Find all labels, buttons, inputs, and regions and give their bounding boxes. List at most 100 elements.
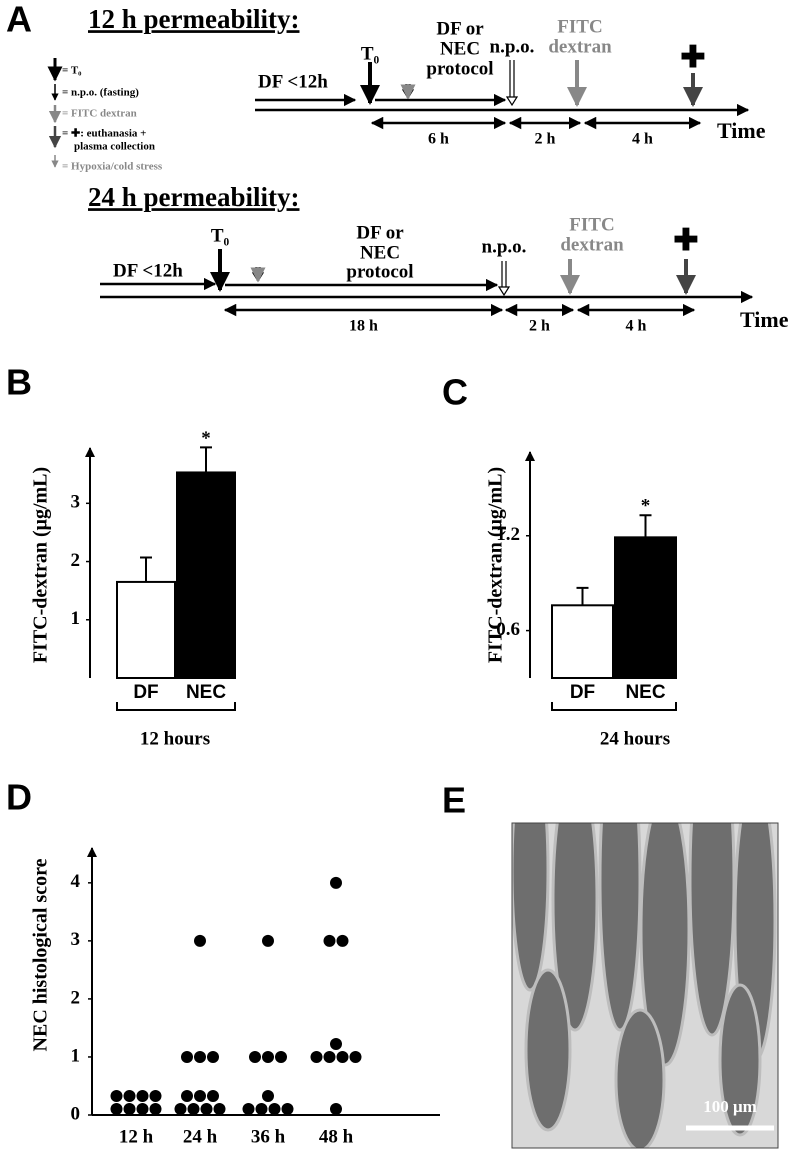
label: n.p.o. (482, 236, 527, 257)
label: B (6, 362, 32, 403)
label: 6 h (428, 131, 449, 148)
label: T₀ (211, 225, 230, 246)
dot (149, 1103, 162, 1115)
label: protocol (426, 58, 493, 79)
label: 4 h (626, 318, 647, 335)
dot (281, 1103, 294, 1115)
dot (181, 1090, 193, 1102)
dot (323, 1050, 336, 1063)
label: 12 h permeability: (88, 4, 299, 34)
dot (194, 934, 206, 947)
error-bar (140, 556, 152, 582)
label: 24 hours (600, 728, 670, 749)
dot (255, 1103, 268, 1115)
villus (598, 823, 642, 1032)
dot (123, 1103, 136, 1115)
label: 4 (71, 871, 81, 892)
dot (262, 1050, 274, 1063)
label: 1 (71, 608, 81, 629)
dot (268, 1103, 281, 1115)
error-bar (576, 586, 589, 606)
label: NEC (440, 38, 480, 59)
dot (310, 1050, 323, 1063)
label: dextran (560, 234, 624, 255)
label: NEC (360, 242, 400, 263)
micrograph (512, 823, 778, 1148)
dot (207, 1050, 219, 1063)
label: 4 h (632, 131, 653, 148)
npo-arrow (497, 261, 511, 297)
dot (330, 1037, 342, 1050)
micrograph-frame (511, 822, 779, 1149)
dot (249, 1050, 261, 1063)
dot (242, 1103, 255, 1115)
label: 1 (71, 1045, 81, 1066)
label: 100 μm (703, 1097, 757, 1116)
label: = FITC dextran (62, 108, 137, 120)
dot (110, 1103, 123, 1115)
label: = ✚: euthanasia + (62, 128, 146, 140)
label: Time (740, 307, 788, 332)
label: 12 hours (140, 728, 210, 749)
villus (512, 823, 550, 992)
dot (187, 1103, 200, 1115)
error-bar (200, 446, 212, 473)
label: NEC histological score (30, 858, 52, 1051)
label: DF (133, 682, 158, 703)
label: 2 h (529, 318, 550, 335)
label: = T₀ (62, 65, 82, 77)
label: FITC-dextran (μg/mL) (30, 467, 52, 663)
bracket (551, 702, 677, 711)
npo-arrow (505, 60, 519, 107)
dot (336, 934, 349, 947)
dot (207, 1090, 219, 1102)
label: 48 h (319, 1126, 354, 1147)
dot (174, 1103, 187, 1115)
dot (323, 934, 336, 947)
dot (336, 1050, 349, 1063)
label: 3 (71, 492, 81, 513)
label: 18 h (349, 318, 378, 335)
label: DF or (436, 18, 484, 39)
label: NEC (186, 682, 226, 703)
label: 1.2 (496, 524, 520, 545)
dot (275, 1050, 287, 1063)
label: * (201, 428, 211, 449)
dot (149, 1090, 162, 1102)
dot (330, 1103, 342, 1115)
label: 0.6 (496, 619, 520, 640)
label: protocol (346, 261, 413, 282)
label: FITC (569, 214, 614, 235)
label: 0 (71, 1103, 81, 1124)
villus (718, 983, 762, 1137)
label: A (6, 0, 32, 40)
villus (614, 1008, 666, 1148)
villus (639, 823, 691, 1067)
villus (551, 823, 599, 1032)
dot (136, 1090, 149, 1102)
dot (194, 1090, 206, 1102)
label: D (6, 777, 32, 818)
label: ✚ (680, 41, 705, 74)
dot (181, 1050, 193, 1063)
label: 2 (71, 550, 81, 571)
dot (262, 934, 274, 947)
villus (688, 823, 736, 1037)
bar (176, 471, 236, 679)
dot (262, 1090, 274, 1102)
label: FITC-dextran (μg/mL) (485, 467, 507, 663)
error-bar (639, 514, 652, 538)
label: n.p.o. (490, 36, 535, 57)
label: 24 h permeability: (88, 182, 299, 212)
label: DF <12h (113, 260, 183, 281)
label: T₀ (361, 43, 380, 64)
label: 3 (71, 929, 81, 950)
bar (116, 580, 176, 680)
label: E (442, 780, 466, 821)
label: FITC (557, 16, 602, 37)
label: Time (717, 118, 766, 143)
dot (194, 1050, 206, 1063)
label: plasma collection (74, 141, 155, 153)
label: 36 h (251, 1126, 286, 1147)
label: DF or (356, 222, 404, 243)
